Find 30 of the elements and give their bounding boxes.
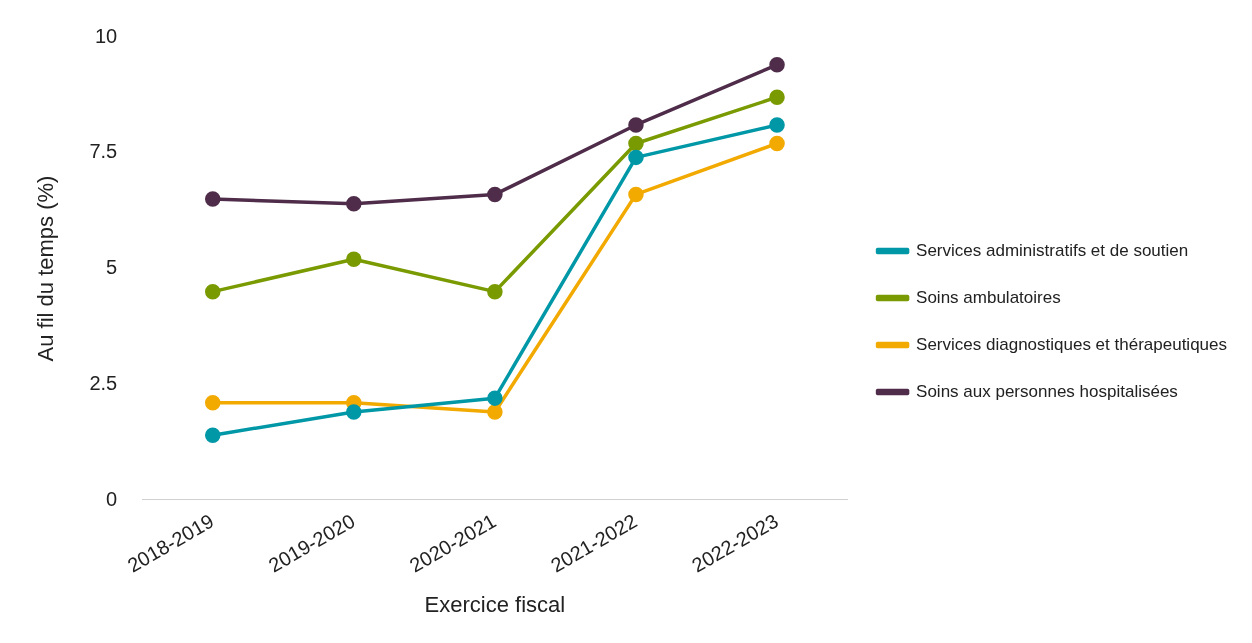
point	[204, 427, 221, 443]
point	[204, 191, 221, 207]
y-tick-label: 7.5	[89, 140, 118, 163]
point	[628, 186, 644, 203]
y-axis-title: Au fil du temps (%)	[33, 175, 59, 362]
x-axis-title: Exercice fiscal	[424, 591, 566, 617]
y-tick-label: 10	[94, 24, 118, 47]
legend-label: Soins aux personnes hospitalisées	[916, 381, 1178, 401]
point	[628, 149, 644, 166]
point	[487, 186, 503, 203]
y-tick-label: 5	[106, 256, 118, 279]
point	[204, 395, 221, 411]
point	[487, 283, 503, 300]
point	[346, 195, 362, 212]
point	[487, 390, 503, 406]
legend-label: Services diagnostiques et thérapeutiques	[916, 334, 1228, 354]
legend-label: Services administratifs et de soutien	[916, 240, 1189, 260]
point	[487, 404, 503, 420]
point	[769, 57, 785, 73]
point	[204, 283, 221, 300]
point	[346, 251, 362, 267]
point	[769, 117, 785, 133]
legend-label: Soins ambulatoires	[916, 287, 1061, 307]
y-tick-label: 2.5	[89, 371, 118, 394]
point	[769, 135, 785, 152]
point	[628, 117, 644, 133]
point	[346, 404, 362, 420]
point	[628, 135, 644, 152]
y-tick-label: 0	[106, 487, 118, 510]
point	[769, 89, 785, 105]
